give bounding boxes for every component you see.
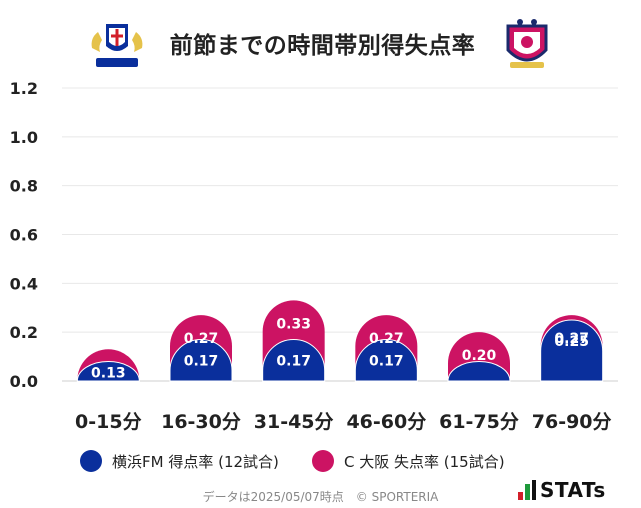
- bar-yokohama: [354, 339, 418, 382]
- legend-swatch-magenta: [312, 450, 334, 472]
- bar-yokohama: [540, 319, 604, 382]
- legend-label-osaka: C 大阪 失点率 (15試合): [344, 452, 505, 471]
- data-label-osaka: 0.13: [91, 365, 126, 381]
- stats-brand: STATs: [518, 478, 606, 502]
- data-label-osaka: 0.27: [554, 331, 589, 347]
- y-tick-label: 0.8: [10, 177, 38, 196]
- bar-yokohama: [76, 361, 140, 382]
- legend-label-yokohama: 横浜FM 得点率 (12試合): [112, 452, 279, 471]
- data-label-yokohama: 0.17: [369, 353, 404, 369]
- chart-header: 前節までの時間帯別得失点率: [0, 14, 641, 74]
- y-tick-label: 0.6: [10, 226, 38, 245]
- data-label-osaka: 0.27: [369, 331, 404, 347]
- cerezo-osaka-crest-icon: [506, 19, 548, 68]
- data-label-osaka: 0.27: [184, 331, 219, 347]
- yokohama-fm-crest-icon: [91, 24, 143, 67]
- x-category-label: 31-45分: [254, 411, 334, 433]
- x-category-label: 46-60分: [346, 411, 426, 433]
- x-category-label: 0-15分: [75, 411, 142, 433]
- data-label-osaka: 0.33: [276, 316, 311, 332]
- bar-chart: 0.0 0.2 0.4 0.6 0.8 1.0 1.2 0.13 0-15分 0.27 0.17 16…: [10, 79, 618, 433]
- y-tick-label: 1.2: [10, 79, 38, 98]
- data-label-yokohama: 0.25: [554, 334, 589, 350]
- y-tick-label: 0.0: [10, 372, 38, 391]
- y-tick-label: 0.4: [10, 274, 38, 293]
- bar-yokohama: [447, 361, 511, 382]
- x-category-label: 61-75分: [439, 411, 519, 433]
- y-tick-label: 1.0: [10, 128, 38, 147]
- stats-logo-icon: [518, 480, 536, 500]
- x-category-label: 76-90分: [532, 411, 612, 433]
- data-label-yokohama: 0.17: [276, 353, 311, 369]
- footer-note: データは2025/05/07時点 © SPORTERIA: [202, 490, 439, 504]
- legend-item-osaka: C 大阪 失点率 (15試合): [312, 450, 505, 472]
- stats-brand-text: STATs: [540, 478, 606, 502]
- y-tick-label: 0.2: [10, 323, 38, 342]
- bar-yokohama: [169, 339, 233, 382]
- chart-title: 前節までの時間帯別得失点率: [169, 33, 476, 59]
- data-label-yokohama: 0.17: [184, 353, 219, 369]
- chart-legend: 横浜FM 得点率 (12試合) C 大阪 失点率 (15試合): [0, 447, 641, 477]
- x-category-label: 16-30分: [161, 411, 241, 433]
- data-label-osaka: 0.20: [462, 348, 497, 364]
- legend-swatch-blue: [80, 450, 102, 472]
- bar-yokohama: [262, 339, 326, 382]
- legend-item-yokohama: 横浜FM 得点率 (12試合): [80, 450, 279, 472]
